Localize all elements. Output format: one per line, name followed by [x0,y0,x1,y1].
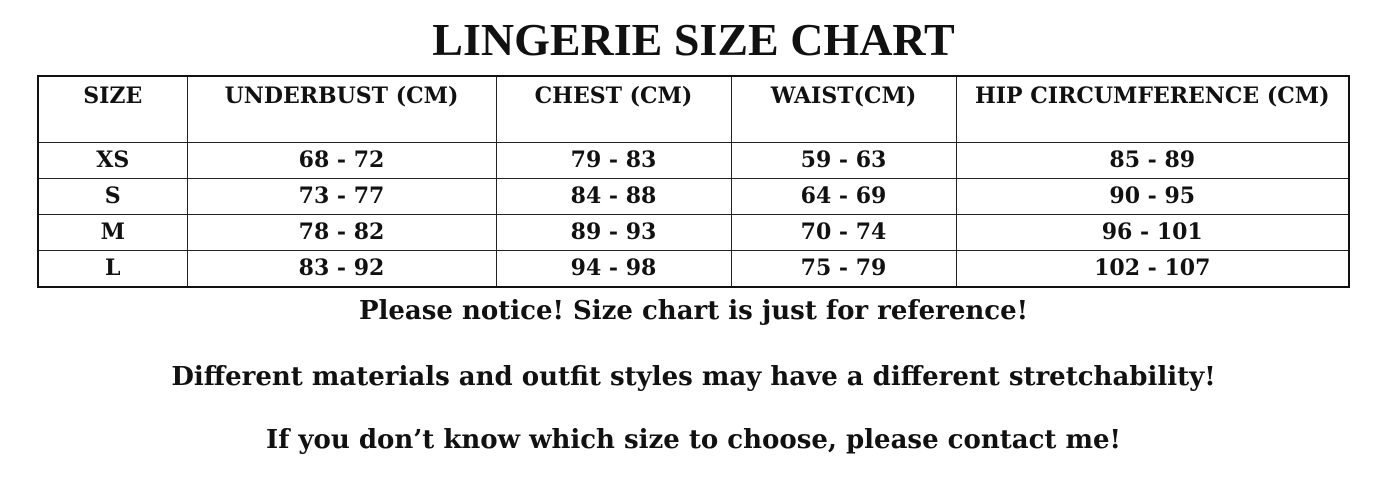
table-row: L 83 - 92 94 - 98 75 - 79 102 - 107 [37,249,1350,287]
page-title: LINGERIE SIZE CHART [432,14,955,65]
cell: 96 - 101 [955,213,1350,251]
header-underbust: UNDERBUST (CM) [186,75,497,143]
cell: 78 - 82 [186,213,497,251]
table-row: S 73 - 77 84 - 88 64 - 69 90 - 95 [37,177,1350,215]
cell: 89 - 93 [495,213,732,251]
table-header-row: SIZE UNDERBUST (CM) CHEST (CM) WAIST(CM)… [37,75,1350,143]
size-chart-table: SIZE UNDERBUST (CM) CHEST (CM) WAIST(CM)… [37,75,1350,288]
cell: 94 - 98 [495,249,732,287]
cell: S [37,177,188,215]
cell: L [37,249,188,287]
cell: 84 - 88 [495,177,732,215]
header-waist: WAIST(CM) [730,75,957,143]
contact-note: If you don’t know which size to choose, … [266,425,1121,455]
cell: 68 - 72 [186,141,497,179]
table-row: XS 68 - 72 79 - 83 59 - 63 85 - 89 [37,141,1350,179]
cell: 64 - 69 [730,177,957,215]
cell: 102 - 107 [955,249,1350,287]
cell: 83 - 92 [186,249,497,287]
cell: M [37,213,188,251]
header-chest: CHEST (CM) [495,75,732,143]
cell: 75 - 79 [730,249,957,287]
table-row: M 78 - 82 89 - 93 70 - 74 96 - 101 [37,213,1350,251]
cell: 79 - 83 [495,141,732,179]
cell: 90 - 95 [955,177,1350,215]
cell: 70 - 74 [730,213,957,251]
header-hip: HIP CIRCUMFERENCE (CM) [955,75,1350,143]
cell: 59 - 63 [730,141,957,179]
reference-note: Please notice! Size chart is just for re… [358,296,1029,326]
stretchability-note: Different materials and outfit styles ma… [171,362,1216,392]
cell: 73 - 77 [186,177,497,215]
header-size: SIZE [37,75,188,143]
cell: XS [37,141,188,179]
cell: 85 - 89 [955,141,1350,179]
